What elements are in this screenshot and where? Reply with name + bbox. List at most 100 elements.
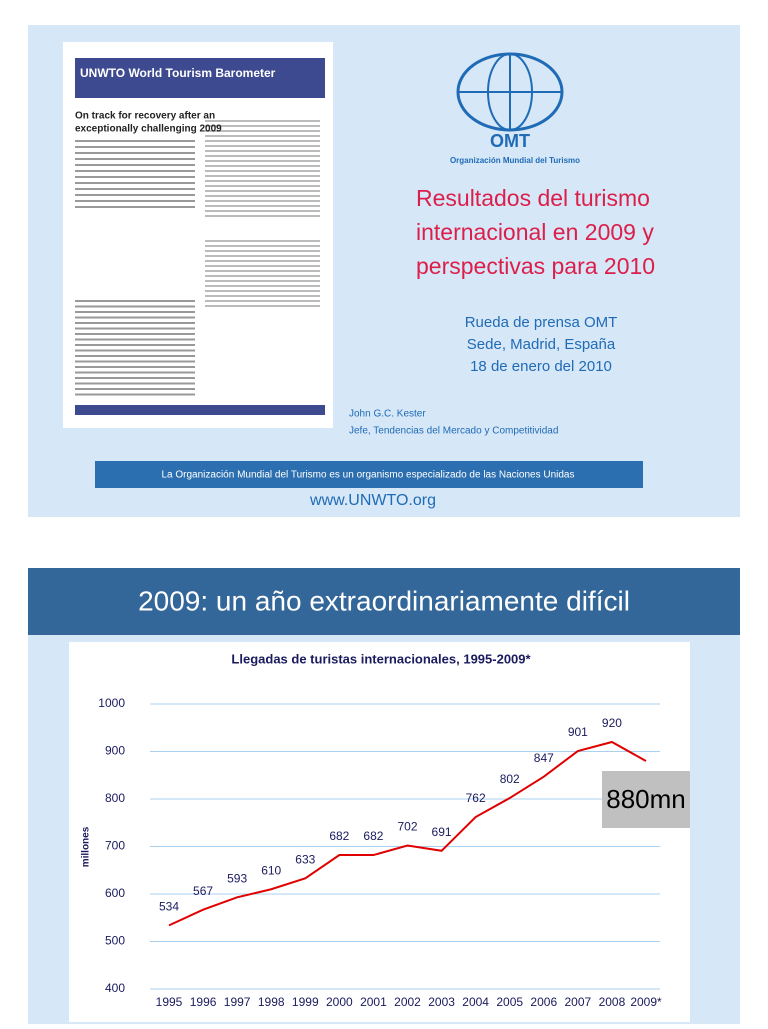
author: Jefe, Tendencias del Mercado y Competiti…	[349, 426, 558, 437]
y-tick-label: 800	[105, 791, 125, 805]
data-label: 762	[466, 791, 486, 805]
thumbnail-text	[75, 170, 195, 172]
thumbnail-text	[205, 210, 320, 212]
thumbnail-text	[205, 275, 320, 277]
x-tick-label: 1999	[292, 995, 319, 1009]
data-label: 610	[261, 863, 281, 877]
thumbnail-text	[205, 155, 320, 157]
thumbnail-text	[75, 300, 195, 302]
x-tick-label: 2001	[360, 995, 387, 1009]
x-tick-label: 2007	[565, 995, 592, 1009]
chart-area	[69, 642, 690, 1022]
data-label: 901	[568, 725, 588, 739]
x-tick-label: 1995	[156, 995, 183, 1009]
logo-acronym: OMT	[490, 131, 530, 151]
thumbnail-body	[75, 120, 325, 415]
thumbnail-text	[75, 355, 195, 357]
thumbnail-text	[75, 316, 195, 319]
thumbnail-text	[205, 175, 320, 177]
thumbnail-text	[75, 322, 195, 324]
thumbnail-text	[75, 158, 195, 160]
thumbnail-text	[205, 270, 320, 272]
thumbnail-text	[75, 377, 195, 379]
annotation-box	[602, 771, 690, 828]
data-label: 567	[193, 884, 213, 898]
data-label: 920	[602, 716, 622, 730]
thumbnail-text	[75, 152, 195, 154]
y-tick-label: 400	[105, 981, 125, 995]
slide-2-heading: 2009: un año extraordinariamente difícil	[138, 585, 630, 616]
x-tick-label: 1998	[258, 995, 285, 1009]
thumbnail-text	[205, 140, 320, 142]
thumbnail-text	[205, 170, 320, 172]
thumbnail-text	[75, 311, 195, 313]
thumbnail-text	[75, 366, 195, 368]
thumbnail-text	[75, 388, 195, 390]
thumbnail-text	[75, 200, 195, 202]
thumbnail-text	[75, 182, 195, 184]
thumbnail-text	[205, 125, 320, 127]
thumbnail-text	[205, 190, 320, 192]
thumbnail-text	[75, 327, 195, 330]
thumbnail-text	[205, 305, 320, 307]
slide-1-title: internacional en 2009 y	[416, 219, 654, 245]
thumbnail-headline: exceptionally challenging 2009	[75, 124, 222, 135]
thumbnail-text	[205, 290, 320, 292]
x-tick-label: 2003	[428, 995, 455, 1009]
thumbnail-text	[75, 188, 195, 190]
thumbnail-text	[205, 205, 320, 207]
x-tick-label: 2005	[496, 995, 523, 1009]
data-label: 682	[363, 829, 383, 843]
thumbnail-text	[205, 120, 320, 122]
x-tick-label: 2006	[530, 995, 557, 1009]
slide-1-title: perspectivas para 2010	[416, 253, 655, 279]
thumbnail-headline: On track for recovery after an	[75, 111, 215, 122]
slide-2-header	[28, 568, 740, 635]
thumbnail-text	[205, 260, 320, 262]
thumbnail-text	[205, 180, 320, 182]
data-label: 682	[329, 829, 349, 843]
y-tick-label: 500	[105, 934, 125, 948]
thumbnail	[63, 42, 333, 428]
x-tick-label: 2008	[599, 995, 626, 1009]
thumbnail-text	[75, 146, 195, 148]
author: John G.C. Kester	[349, 409, 426, 420]
data-label: 534	[159, 900, 179, 914]
y-tick-label: 700	[105, 839, 125, 853]
x-tick-label: 1996	[190, 995, 217, 1009]
x-tick-label: 2009*	[630, 995, 662, 1009]
y-axis-label: millones	[81, 826, 92, 867]
thumbnail-text	[75, 333, 195, 335]
thumbnail-text	[205, 255, 320, 257]
thumbnail-text	[75, 344, 195, 346]
thumbnail-text	[75, 140, 195, 142]
thumbnail-header	[75, 58, 325, 98]
thumbnail-text	[75, 371, 195, 374]
x-tick-label: 2004	[462, 995, 489, 1009]
thumbnail-text	[205, 280, 320, 282]
chart: 400 500 600 700 800 900 1000 1995 1996 1997 1998 19…	[98, 696, 662, 1009]
slide-1-subtitle: Sede, Madrid, España	[467, 336, 616, 353]
thumbnail-text	[205, 215, 320, 217]
thumbnail-text	[75, 176, 195, 178]
thumbnail-title: UNWTO World Tourism Barometer	[80, 66, 276, 80]
slide-1-title: Resultados del turismo	[416, 185, 650, 211]
y-tick-label: 600	[105, 886, 125, 900]
y-tick-label: 900	[105, 744, 125, 758]
thumbnail-text	[205, 135, 320, 137]
thumbnail-text	[205, 250, 320, 252]
thumbnail-text	[75, 194, 195, 196]
banner	[95, 461, 643, 488]
data-label: 633	[295, 852, 315, 866]
x-tick-label: 2000	[326, 995, 353, 1009]
thumbnail-text	[75, 164, 195, 166]
annotation: 880mn	[606, 784, 686, 814]
banner-text: La Organización Mundial del Turismo es u…	[161, 470, 574, 481]
thumbnail-text	[205, 150, 320, 152]
thumbnail-text	[205, 185, 320, 187]
data-label: 702	[397, 820, 417, 834]
y-tick-label: 1000	[98, 696, 125, 710]
thumbnail-text	[205, 285, 320, 287]
thumbnail-text	[205, 165, 320, 167]
thumbnail-text	[75, 349, 195, 352]
